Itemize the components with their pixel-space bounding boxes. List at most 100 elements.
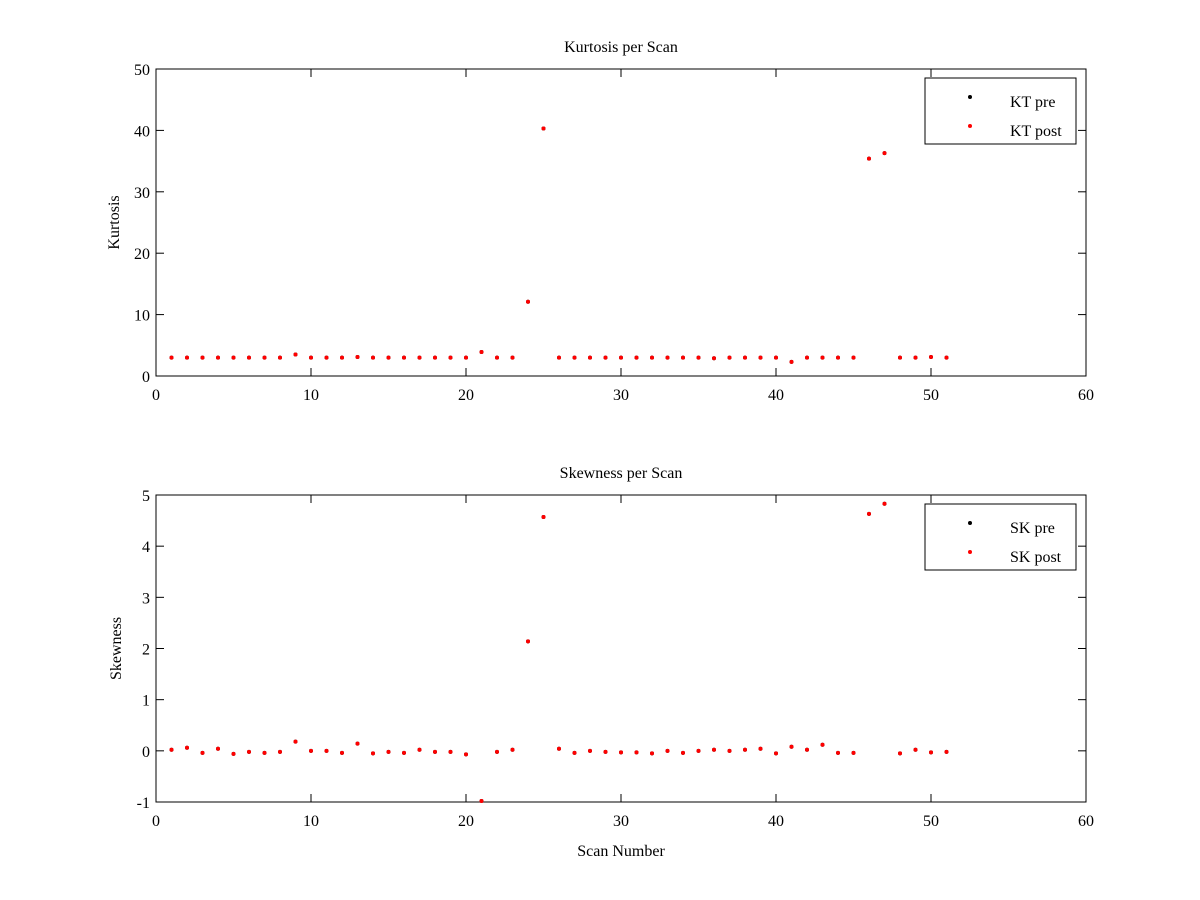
kurtosis-y-tick-label: 10	[134, 308, 150, 325]
skewness-post-point	[510, 747, 515, 752]
skewness-y-tick-label: 5	[142, 488, 150, 505]
kurtosis-post-point	[758, 355, 763, 360]
skewness-y-axis-title: Skewness	[108, 617, 125, 680]
kurtosis-y-tick-label: 30	[134, 185, 150, 202]
skewness-title: Skewness per Scan	[560, 465, 683, 482]
skewness-post-point	[913, 747, 918, 752]
kurtosis-post-point	[448, 355, 453, 360]
skewness-post-point	[572, 750, 577, 755]
skewness-legend-label-pre: SK pre	[1010, 520, 1055, 537]
kurtosis-post-point	[231, 355, 236, 360]
skewness-post-point	[169, 747, 174, 752]
skewness-x-axis-title: Scan Number	[577, 843, 665, 860]
skewness-post-point	[774, 751, 778, 756]
skewness-x-tick-label: 20	[458, 813, 474, 830]
skewness-x-tick-label: 30	[613, 813, 629, 830]
skewness-post-point	[216, 746, 220, 751]
skewness-post-point	[448, 749, 453, 754]
kurtosis-post-point	[417, 355, 422, 360]
kurtosis-x-tick-label: 10	[303, 387, 319, 404]
kurtosis-post-point	[712, 356, 716, 361]
kurtosis-y-tick-label: 20	[134, 246, 150, 263]
skewness-legend: SK pre SK post	[924, 503, 1077, 571]
kurtosis-points	[169, 126, 949, 364]
skewness-x-tick-label: 50	[923, 813, 939, 830]
skewness-post-point	[231, 751, 236, 756]
skewness-legend-marker-pre	[968, 521, 972, 525]
skewness-x-tick-label: 60	[1078, 813, 1094, 830]
skewness-panel: Skewness per Scan Scan Number Skewness 0…	[108, 465, 1094, 860]
kurtosis-post-point	[650, 355, 654, 360]
skewness-post-point	[417, 747, 422, 752]
skewness-legend-label-post: SK post	[1010, 549, 1062, 566]
kurtosis-post-point	[634, 355, 639, 360]
kurtosis-post-point	[324, 355, 329, 360]
kurtosis-post-point	[262, 355, 267, 360]
skewness-post-point	[882, 501, 887, 506]
kurtosis-post-point	[200, 355, 205, 360]
kurtosis-legend-marker-pre	[968, 95, 972, 99]
kurtosis-post-point	[216, 355, 220, 360]
kurtosis-x-tick-label: 20	[458, 387, 474, 404]
skewness-x-tick-label: 0	[152, 813, 160, 830]
skewness-post-point	[479, 798, 484, 803]
kurtosis-y-tick-label: 40	[134, 123, 150, 140]
skewness-post-point	[836, 750, 840, 755]
skewness-y-tick-label: 1	[142, 693, 150, 710]
kurtosis-post-point	[402, 355, 406, 360]
kurtosis-post-point	[929, 354, 933, 359]
skewness-post-point	[541, 515, 546, 520]
kurtosis-title: Kurtosis per Scan	[564, 39, 678, 56]
kurtosis-y-axis-title: Kurtosis	[106, 195, 123, 249]
kurtosis-post-point	[572, 355, 577, 360]
skewness-post-point	[185, 745, 189, 750]
kurtosis-post-point	[944, 355, 949, 360]
kurtosis-legend-label-pre: KT pre	[1010, 94, 1055, 111]
skewness-post-point	[929, 750, 933, 755]
kurtosis-post-point	[371, 355, 375, 360]
skewness-post-point	[340, 750, 344, 755]
skewness-post-point	[324, 748, 329, 753]
skewness-post-point	[820, 742, 825, 747]
kurtosis-post-point	[588, 355, 592, 360]
skewness-post-point	[433, 749, 437, 754]
kurtosis-post-point	[169, 355, 174, 360]
kurtosis-post-point	[355, 354, 360, 359]
kurtosis-ticks: 0 10 20 30 40 50 60 0 10 20 30 40 50	[134, 62, 1094, 404]
skewness-post-point	[526, 639, 530, 644]
kurtosis-post-point	[557, 355, 561, 360]
skewness-y-tick-label: 3	[142, 590, 150, 607]
skewness-legend-box	[924, 503, 1077, 571]
skewness-post-point	[634, 750, 639, 755]
kurtosis-post-point	[247, 355, 251, 360]
skewness-post-point	[371, 751, 375, 756]
skewness-post-point	[278, 749, 282, 754]
skewness-post-point	[898, 751, 902, 756]
kurtosis-post-point	[464, 355, 468, 360]
kurtosis-post-point	[479, 350, 484, 355]
skewness-post-point	[681, 750, 685, 755]
kurtosis-post-point	[340, 355, 344, 360]
skewness-post-point	[650, 751, 654, 756]
kurtosis-post-point	[867, 156, 871, 161]
skewness-post-point	[247, 749, 251, 754]
skewness-legend-marker-post	[968, 550, 972, 554]
kurtosis-post-point	[898, 355, 902, 360]
kurtosis-panel: Kurtosis per Scan Kurtosis 0 10 20 30 40 50 60…	[106, 39, 1094, 404]
kurtosis-post-point	[526, 299, 530, 304]
skewness-post-point	[758, 746, 763, 751]
skewness-post-point	[789, 744, 794, 749]
skewness-y-tick-label: 2	[142, 642, 150, 659]
kurtosis-post-point	[278, 355, 282, 360]
skewness-post-point	[355, 741, 360, 746]
kurtosis-legend-marker-post	[968, 124, 972, 128]
kurtosis-post-point	[727, 355, 732, 360]
skewness-post-point	[309, 748, 313, 753]
skewness-points	[169, 501, 949, 803]
skewness-post-point	[743, 747, 747, 752]
kurtosis-post-point	[386, 355, 391, 360]
kurtosis-x-tick-label: 60	[1078, 387, 1094, 404]
kurtosis-post-point	[433, 355, 437, 360]
